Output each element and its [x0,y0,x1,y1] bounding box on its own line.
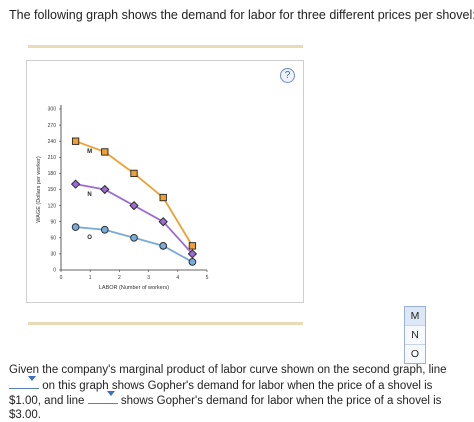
data-point-n [158,217,168,227]
y-axis-title: WAGE (Dollars per worker) [36,156,42,223]
data-point-n [129,200,139,211]
y-tick-label: 30 [50,252,56,258]
data-point-o [130,233,138,242]
option-n[interactable]: N [405,326,425,345]
line-select-1[interactable] [9,375,39,389]
chevron-down-icon [28,375,36,381]
line-select-2[interactable] [87,391,118,404]
bottom-divider [28,322,303,325]
top-divider [28,45,303,48]
help-icon[interactable]: ? [280,68,295,83]
series-line-m [75,140,194,247]
data-point-m [71,137,80,145]
y-tick-label: 180 [48,171,57,177]
data-point-n [100,184,110,195]
series-label-o: O [87,235,92,241]
data-point-o [188,258,197,266]
x-axis-title: LABOR (Number of workers) [99,285,169,291]
y-tick-label: 240 [48,139,57,145]
y-tick-label: 0 [53,268,56,274]
option-m[interactable]: M [405,307,425,326]
intro-text: The following graph shows the demand for… [9,8,474,22]
x-tick-label: 1 [89,275,92,281]
question-part2: on this graph shows Gopher's demand for … [9,379,433,408]
y-tick-label: 210 [48,155,57,161]
series-label-n: N [87,192,91,198]
y-tick-label: 60 [50,236,56,242]
y-tick-label: 90 [50,219,56,225]
data-point-m [159,193,167,202]
question-part1: Given the company's marginal product of … [9,364,447,376]
data-point-o [159,242,168,250]
question-text: Given the company's marginal product of … [9,364,467,422]
data-point-n [70,179,81,189]
series-label-m: M [87,149,92,155]
series-line-o [75,226,193,263]
data-point-m [188,242,197,250]
y-tick-label: 150 [48,187,57,193]
y-tick-label: 300 [48,107,57,113]
x-tick-label: 4 [176,275,179,281]
x-tick-label: 3 [147,275,150,281]
data-point-m [101,148,109,156]
chevron-down-icon [106,391,115,396]
option-o[interactable]: O [405,345,425,363]
x-tick-label: 2 [118,275,121,281]
data-point-n [187,249,198,259]
x-tick-label: 5 [206,275,209,281]
data-point-m [130,169,138,178]
x-tick-label: 0 [60,275,63,281]
y-tick-label: 120 [48,203,57,209]
demand-chart: 0 30 60 90 120 150 180 210 240 270 300 0 1 2 3 4 5 LABOR … [36,105,209,291]
graph-panel: ? 0 30 60 90 120 150 180 210 240 270 300 0 1 2 3 4 5 LABO… [26,60,304,303]
series-line-n [75,183,194,255]
data-point-o [71,223,80,231]
line-options-list[interactable]: M N O [404,306,426,364]
y-tick-label: 270 [48,123,57,129]
data-point-o [100,225,109,234]
